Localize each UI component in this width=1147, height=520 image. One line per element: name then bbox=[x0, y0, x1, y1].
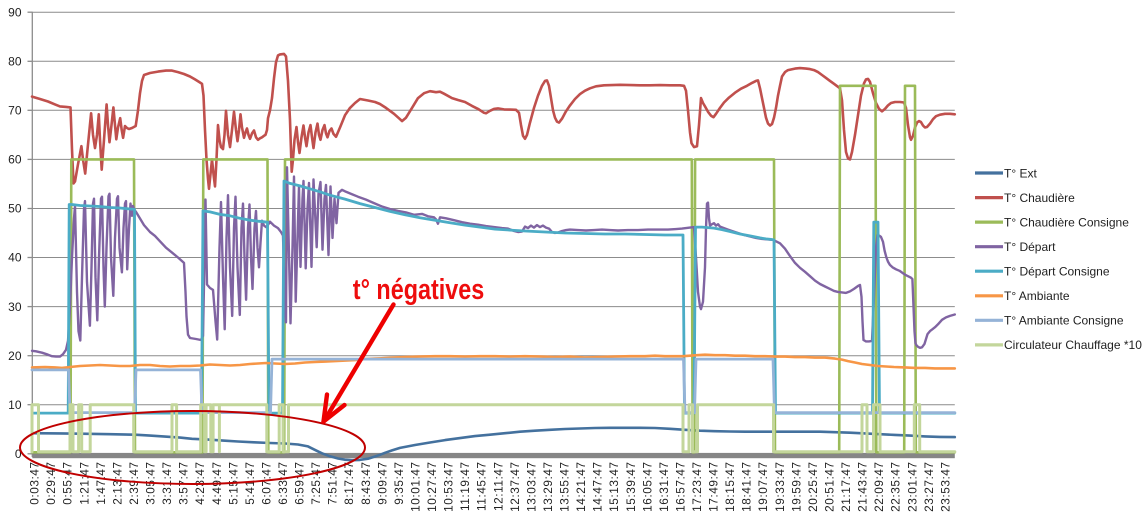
svg-text:6:33:47: 6:33:47 bbox=[276, 462, 290, 505]
svg-text:16:05:47: 16:05:47 bbox=[640, 462, 654, 512]
svg-text:20:25:47: 20:25:47 bbox=[806, 462, 820, 512]
svg-text:T° Départ: T° Départ bbox=[1004, 240, 1056, 254]
svg-text:5:41:47: 5:41:47 bbox=[243, 462, 257, 505]
svg-text:16:31:47: 16:31:47 bbox=[657, 462, 671, 512]
svg-text:10:27:47: 10:27:47 bbox=[425, 462, 439, 512]
svg-text:17:49:47: 17:49:47 bbox=[707, 462, 721, 512]
svg-text:2:39:47: 2:39:47 bbox=[127, 462, 141, 505]
svg-text:21:43:47: 21:43:47 bbox=[856, 462, 870, 512]
svg-text:12:37:47: 12:37:47 bbox=[508, 462, 522, 512]
svg-text:0:55:47: 0:55:47 bbox=[61, 462, 75, 505]
svg-text:60: 60 bbox=[8, 153, 22, 167]
svg-text:17:23:47: 17:23:47 bbox=[690, 462, 704, 512]
svg-text:20:51:47: 20:51:47 bbox=[823, 462, 837, 512]
svg-text:13:29:47: 13:29:47 bbox=[541, 462, 555, 512]
svg-text:22:35:47: 22:35:47 bbox=[889, 462, 903, 512]
svg-text:9:35:47: 9:35:47 bbox=[392, 462, 406, 505]
svg-text:6:07:47: 6:07:47 bbox=[259, 462, 273, 505]
svg-text:40: 40 bbox=[8, 251, 22, 265]
svg-text:1:47:47: 1:47:47 bbox=[94, 462, 108, 505]
svg-text:2:13:47: 2:13:47 bbox=[110, 462, 124, 505]
svg-text:19:59:47: 19:59:47 bbox=[789, 462, 803, 512]
svg-text:T° Ambiante: T° Ambiante bbox=[1004, 289, 1070, 303]
svg-text:11:45:47: 11:45:47 bbox=[475, 462, 489, 511]
svg-text:13:55:47: 13:55:47 bbox=[558, 462, 572, 512]
svg-text:T° Ambiante Consigne: T° Ambiante Consigne bbox=[1004, 314, 1124, 328]
svg-text:20: 20 bbox=[8, 349, 22, 363]
svg-text:13:03:47: 13:03:47 bbox=[524, 462, 538, 512]
svg-text:8:43:47: 8:43:47 bbox=[359, 462, 373, 505]
svg-text:7:51:47: 7:51:47 bbox=[326, 462, 340, 505]
svg-text:10: 10 bbox=[8, 398, 22, 412]
svg-text:18:41:47: 18:41:47 bbox=[740, 462, 754, 512]
svg-text:80: 80 bbox=[8, 55, 22, 69]
svg-text:6:59:47: 6:59:47 bbox=[293, 462, 307, 505]
svg-text:T° Chaudière Consigne: T° Chaudière Consigne bbox=[1004, 215, 1129, 229]
svg-text:T° Chaudière: T° Chaudière bbox=[1004, 191, 1075, 205]
svg-text:10:53:47: 10:53:47 bbox=[442, 462, 456, 512]
svg-text:18:15:47: 18:15:47 bbox=[723, 462, 737, 512]
svg-text:21:17:47: 21:17:47 bbox=[839, 462, 853, 512]
svg-text:19:07:47: 19:07:47 bbox=[756, 462, 770, 512]
svg-text:30: 30 bbox=[8, 300, 22, 314]
svg-text:T° Ext: T° Ext bbox=[1004, 166, 1037, 180]
svg-text:8:17:47: 8:17:47 bbox=[342, 462, 356, 505]
svg-text:15:39:47: 15:39:47 bbox=[624, 462, 638, 512]
svg-text:23:27:47: 23:27:47 bbox=[922, 462, 936, 512]
svg-text:T° Départ Consigne: T° Départ Consigne bbox=[1004, 265, 1110, 279]
svg-text:15:13:47: 15:13:47 bbox=[607, 462, 621, 512]
svg-text:11:19:47: 11:19:47 bbox=[458, 462, 472, 511]
svg-text:10:01:47: 10:01:47 bbox=[409, 462, 423, 512]
svg-text:22:09:47: 22:09:47 bbox=[872, 462, 886, 512]
svg-text:70: 70 bbox=[8, 104, 22, 118]
svg-text:50: 50 bbox=[8, 202, 22, 216]
svg-text:Circulateur Chauffage *10: Circulateur Chauffage *10 bbox=[1004, 338, 1142, 352]
svg-text:1:21:47: 1:21:47 bbox=[77, 462, 91, 505]
svg-text:0: 0 bbox=[15, 447, 22, 461]
svg-text:90: 90 bbox=[8, 5, 22, 19]
svg-text:23:53:47: 23:53:47 bbox=[938, 462, 952, 512]
svg-text:12:11:47: 12:11:47 bbox=[491, 462, 505, 511]
svg-text:t° négatives: t° négatives bbox=[353, 274, 485, 306]
svg-text:19:33:47: 19:33:47 bbox=[773, 462, 787, 512]
svg-text:16:57:47: 16:57:47 bbox=[673, 462, 687, 512]
svg-text:14:47:47: 14:47:47 bbox=[591, 462, 605, 512]
svg-text:14:21:47: 14:21:47 bbox=[574, 462, 588, 512]
svg-text:7:25:47: 7:25:47 bbox=[309, 462, 323, 505]
svg-text:0:03:47: 0:03:47 bbox=[28, 462, 42, 505]
svg-text:23:01:47: 23:01:47 bbox=[905, 462, 919, 512]
svg-text:0:29:47: 0:29:47 bbox=[44, 462, 58, 505]
svg-text:9:09:47: 9:09:47 bbox=[375, 462, 389, 505]
